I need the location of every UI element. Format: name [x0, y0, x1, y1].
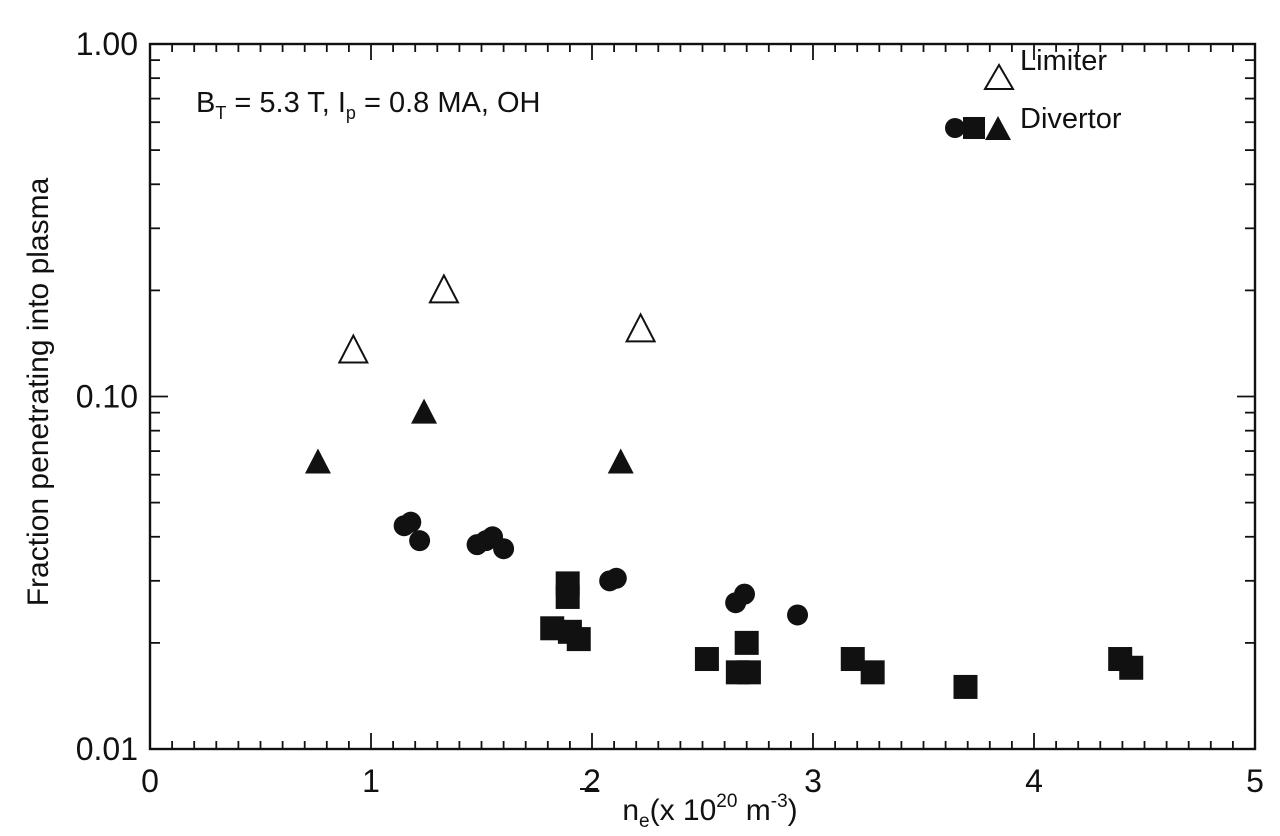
- divertor-square-point: [695, 647, 719, 671]
- limiter-triangle-point: [627, 314, 655, 341]
- x-tick-label: 2: [583, 763, 601, 799]
- axis-ticks-group: [150, 44, 1255, 749]
- y-axis-label: Fraction penetrating into plasma: [22, 177, 55, 606]
- divertor-square-point: [567, 627, 591, 651]
- y-tick-label: 1.00: [76, 26, 138, 62]
- divertor-triangle-point: [411, 399, 437, 424]
- x-axis-label-exponent: 20: [716, 791, 737, 812]
- annotation-current-text: = 5.3 T, I: [226, 87, 346, 119]
- x-axis-label: ne(x 1020 m-3): [622, 791, 797, 832]
- plot-frame: [150, 44, 1255, 749]
- legend-divertor-circle-marker: [945, 118, 965, 138]
- plot-frame-group: [150, 44, 1255, 749]
- limiter-triangle-point: [339, 336, 367, 363]
- legend-limiter-label: Limiter: [1020, 45, 1107, 77]
- annotation-field-symbol: B: [196, 87, 215, 119]
- x-tick-label: 3: [804, 763, 822, 799]
- tick-labels-group: 0 1 2 3 4 5 0.01 0.10 1.00: [76, 26, 1264, 799]
- divertor-square-point: [735, 631, 759, 655]
- divertor-circle-point: [493, 538, 514, 559]
- x-tick-label: 0: [141, 763, 159, 799]
- limiter-triangle-point: [430, 275, 458, 302]
- divertor-triangle-point: [305, 448, 331, 473]
- x-axis-label-subscript: e: [639, 811, 650, 832]
- divertor-triangle-point: [608, 448, 634, 473]
- annotation-text: BT = 5.3 T, Ip = 0.8 MA, OH: [196, 87, 540, 123]
- annotation-current-subscript: p: [346, 103, 356, 123]
- x-tick-label: 5: [1246, 763, 1264, 799]
- legend-divertor-triangle-marker: [985, 116, 1011, 140]
- x-tick-label: 4: [1025, 763, 1043, 799]
- annotation-field-subscript: T: [215, 103, 226, 123]
- divertor-square-point: [737, 660, 761, 684]
- divertor-circle-point: [400, 512, 421, 533]
- legend-limiter-marker: [985, 65, 1013, 89]
- annotation-rest: = 0.8 MA, OH: [356, 87, 541, 119]
- divertor-square-point: [1119, 656, 1143, 680]
- legend-divertor-square-marker: [963, 117, 985, 139]
- x-axis-label-unit: m: [737, 794, 770, 827]
- divertor-square-point: [861, 660, 885, 684]
- divertor-circle-point: [734, 584, 755, 605]
- data-points-group: [305, 275, 1143, 699]
- divertor-square-point: [953, 675, 977, 699]
- x-axis-label-symbol: n: [622, 794, 639, 827]
- divertor-circle-point: [787, 604, 808, 625]
- x-axis-label-scale: (x 10: [650, 794, 717, 827]
- y-tick-label: 0.01: [76, 731, 138, 767]
- legend: Limiter Divertor: [945, 45, 1122, 140]
- y-tick-label: 0.10: [76, 379, 138, 415]
- divertor-square-point: [556, 585, 580, 609]
- divertor-circle-point: [606, 568, 627, 589]
- x-axis-label-unit-exponent: -3: [771, 791, 788, 812]
- legend-divertor-label: Divertor: [1020, 103, 1122, 135]
- x-axis-label-close: ): [788, 794, 798, 827]
- x-tick-label: 1: [362, 763, 380, 799]
- divertor-circle-point: [409, 530, 430, 551]
